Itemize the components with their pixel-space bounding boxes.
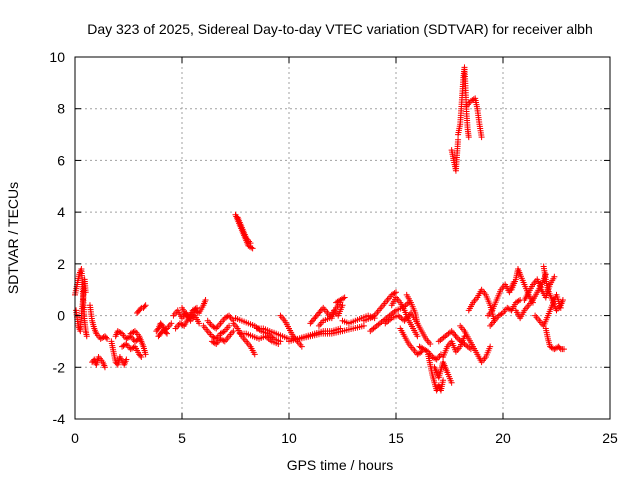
y-tick-label: 0 <box>57 308 65 324</box>
chart-title: Day 323 of 2025, Sidereal Day-to-day VTE… <box>87 21 593 37</box>
data-point <box>162 326 169 333</box>
data-point <box>448 379 455 386</box>
data-point <box>417 349 424 356</box>
data-point <box>560 346 567 353</box>
data-point <box>123 356 130 363</box>
data-point <box>370 313 377 320</box>
data-point <box>298 343 305 350</box>
y-tick-label: -2 <box>53 359 66 375</box>
data-point <box>168 320 175 327</box>
data-point <box>126 334 133 341</box>
data-marks <box>72 64 567 394</box>
x-tick-label: 25 <box>602 430 618 446</box>
x-tick-label: 15 <box>388 430 404 446</box>
x-tick-label: 20 <box>495 430 511 446</box>
x-tick-label: 5 <box>178 430 186 446</box>
data-point <box>103 334 110 341</box>
data-point <box>360 322 367 329</box>
data-point <box>341 294 348 301</box>
data-point <box>82 289 89 296</box>
data-point <box>465 134 472 141</box>
data-point <box>224 313 231 320</box>
data-point <box>101 364 108 371</box>
data-point <box>104 335 111 342</box>
x-tick-label: 10 <box>281 430 297 446</box>
y-tick-label: -4 <box>53 411 66 427</box>
data-point <box>249 245 256 252</box>
data-point <box>478 134 485 141</box>
data-point <box>142 302 149 309</box>
data-point <box>247 240 254 247</box>
data-point <box>498 310 505 317</box>
data-point <box>423 347 430 354</box>
data-point <box>211 324 218 331</box>
data-point <box>275 341 282 348</box>
data-point <box>515 297 522 304</box>
data-point <box>487 343 494 350</box>
data-point <box>202 297 209 304</box>
data-point <box>158 321 165 328</box>
data-point <box>154 326 161 333</box>
y-tick-label: 4 <box>57 204 65 220</box>
data-point <box>83 333 90 340</box>
data-point <box>137 306 144 313</box>
data-point <box>138 353 145 360</box>
data-point <box>427 341 434 348</box>
data-point <box>196 320 203 327</box>
y-axis-label: SDTVAR / TECUs <box>5 182 21 294</box>
data-point <box>251 351 258 358</box>
data-point <box>339 302 346 309</box>
data-point <box>117 329 124 336</box>
data-point <box>130 328 137 335</box>
data-point <box>220 337 227 344</box>
x-tick-label: 0 <box>71 430 79 446</box>
y-tick-label: 8 <box>57 101 65 117</box>
data-point <box>220 328 227 335</box>
grid <box>75 57 610 419</box>
data-point <box>142 351 149 358</box>
x-axis-label: GPS time / hours <box>287 457 394 473</box>
data-point <box>393 289 399 296</box>
y-tick-label: 2 <box>57 256 65 272</box>
data-point <box>559 297 566 304</box>
data-point <box>432 355 439 362</box>
data-point <box>137 352 144 359</box>
data-point <box>414 333 421 340</box>
data-point <box>455 136 462 143</box>
y-tick-label: 10 <box>49 49 65 65</box>
data-point <box>164 330 171 337</box>
data-point <box>226 322 233 329</box>
y-tick-label: 6 <box>57 152 65 168</box>
data-point <box>340 295 347 302</box>
data-point <box>211 340 218 347</box>
plot-frame <box>74 56 611 420</box>
data-point <box>141 303 148 310</box>
data-point <box>230 328 237 335</box>
data-point <box>551 273 558 280</box>
data-point <box>121 341 128 348</box>
data-point <box>211 334 218 341</box>
data-point <box>391 290 398 297</box>
data-point <box>440 377 447 384</box>
axis-ticks: -4 -2 0 2 4 6 8 10 0 5 10 15 20 25 <box>49 49 618 446</box>
data-point <box>248 244 255 251</box>
data-point <box>556 344 563 351</box>
